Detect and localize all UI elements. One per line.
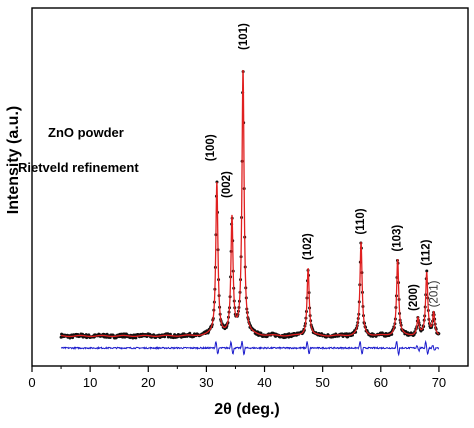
difference-line [60,339,440,357]
x-tick-label: 60 [374,375,388,390]
x-tick-label: 10 [83,375,97,390]
peak-label: (102) [302,233,314,260]
x-tick-label: 50 [315,375,329,390]
annotation-zno-powder: ZnO powder [48,125,124,140]
peak-label: (101) [238,23,250,50]
x-axis-title: 2θ (deg.) [214,401,280,418]
peak-label: (002) [221,171,233,198]
peak-label: (200) [408,284,420,311]
y-axis-title: Intensity (a.u.) [5,106,22,214]
annotations: ZnO powder Rietveld refinement [18,125,139,175]
x-tick-label: 40 [257,375,271,390]
peak-label: (110) [355,208,367,234]
x-tick-label: 0 [28,375,35,390]
observed-series [59,70,441,340]
x-tick-label: 30 [199,375,213,390]
calculated-line [61,69,440,338]
peak-label: (201) [429,280,441,307]
x-tick-label: 20 [141,375,155,390]
annotation-rietveld: Rietveld refinement [18,160,139,175]
peak-label: (103) [392,225,404,252]
observed-point [425,269,429,273]
peak-label: (112) [421,239,433,265]
peak-label: (100) [205,134,217,161]
plot-area: 0 10 20 30 40 50 60 70 (100) (002) (101) (102) (110)… [28,7,469,390]
observed-point [134,336,138,340]
axes-frame [31,7,469,367]
x-tick-label: 70 [432,375,446,390]
